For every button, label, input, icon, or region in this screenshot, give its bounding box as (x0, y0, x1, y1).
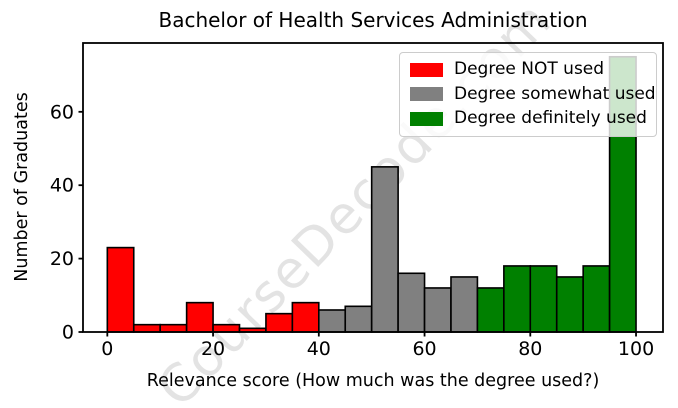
axes-spines (82, 42, 664, 333)
y-tick-label: 40 (50, 175, 74, 197)
histogram-bar (503, 265, 532, 333)
histogram-bar (291, 301, 320, 333)
x-tick-label: 60 (412, 338, 436, 360)
legend-label: Degree definitely used (454, 108, 647, 129)
x-tick-label: 20 (201, 338, 225, 360)
histogram-bar (450, 276, 479, 333)
histogram-bar (185, 301, 214, 333)
chart-title: Bachelor of Health Services Administrati… (158, 8, 588, 32)
y-tick-label: 0 (62, 322, 74, 344)
legend: Degree NOT used Degree somewhat used Deg… (399, 52, 657, 137)
x-tick-label: 0 (101, 338, 113, 360)
legend-label: Degree NOT used (454, 59, 605, 79)
x-tick-label: 80 (518, 338, 542, 360)
x-tick-label: 100 (618, 338, 654, 360)
histogram-bar (132, 323, 161, 333)
legend-item-not-used: Degree NOT used (410, 59, 646, 80)
legend-swatch-red (410, 62, 443, 77)
histogram-bar (212, 323, 241, 333)
y-tick-label: 20 (50, 248, 74, 270)
histogram-bar (344, 305, 373, 333)
histogram-bar (106, 246, 135, 333)
histogram-bar (159, 323, 188, 333)
histogram-bar (582, 265, 611, 333)
histogram-bar (529, 265, 558, 333)
legend-item-somewhat-used: Degree somewhat used (410, 84, 656, 105)
y-tick-label: 60 (50, 101, 74, 123)
histogram-bar (318, 309, 347, 333)
legend-label: Degree somewhat used (454, 83, 656, 104)
histogram-bar (423, 287, 452, 333)
histogram-bar (370, 166, 399, 333)
x-tick-label: 40 (307, 338, 331, 360)
histogram-bar (476, 287, 505, 333)
histogram-bar (555, 276, 584, 333)
histogram-bar (397, 272, 426, 333)
histogram-bar (265, 312, 294, 333)
x-axis-label: Relevance score (How much was the degree… (146, 371, 600, 391)
legend-swatch-green (410, 111, 443, 126)
y-axis-label: Number of Graduates (12, 92, 32, 282)
legend-swatch-gray (410, 87, 443, 102)
legend-item-definitely-used: Degree definitely used (410, 108, 647, 129)
